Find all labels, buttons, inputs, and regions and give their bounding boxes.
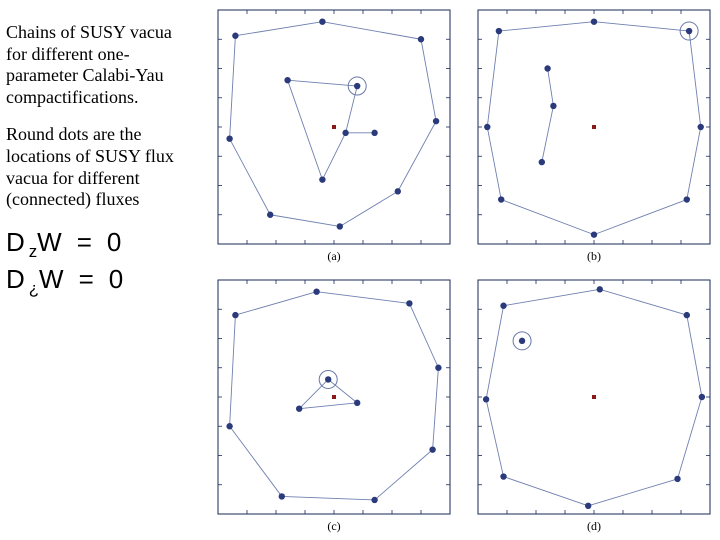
- conifold-point: [592, 125, 596, 129]
- vacuum-dot: [519, 338, 525, 344]
- vacuum-dot: [325, 376, 331, 382]
- paragraph-1: Chains of SUSY vacua for different one-p…: [6, 22, 196, 108]
- vacuum-dot: [354, 83, 360, 89]
- plots-svg: (a) (b) (c) (d): [200, 0, 720, 540]
- equation-1: DzW = 0: [6, 227, 196, 262]
- vacuum-dot: [498, 196, 504, 202]
- eq1-rest: W = 0: [37, 227, 125, 257]
- equations: DzW = 0 D¿W = 0: [6, 227, 196, 299]
- vacuum-dot: [591, 231, 597, 237]
- vacuum-dot: [284, 77, 290, 83]
- panel-b: (b): [478, 10, 710, 263]
- description-column: Chains of SUSY vacua for different one-p…: [6, 22, 196, 299]
- conifold-point: [592, 395, 596, 399]
- vacuum-dot: [418, 36, 424, 42]
- eq1-d: D: [6, 227, 29, 257]
- eq2-sub: ¿: [29, 279, 39, 298]
- vacuum-dot: [539, 159, 545, 165]
- vacuum-dot: [337, 223, 343, 229]
- equation-2: D¿W = 0: [6, 264, 196, 299]
- vacuum-dot: [342, 130, 348, 136]
- conifold-point: [332, 395, 336, 399]
- vacuum-dot: [500, 303, 506, 309]
- vacuum-dot: [429, 446, 435, 452]
- panel-label-a: (a): [327, 249, 340, 263]
- eq2-d: D: [6, 264, 29, 294]
- vacuum-dot: [684, 196, 690, 202]
- vacuum-dot: [319, 176, 325, 182]
- panel-c: (c): [218, 280, 450, 533]
- panel-d: (d): [478, 280, 710, 533]
- eq1-sub: z: [29, 242, 37, 261]
- panel-label-d: (d): [587, 519, 601, 533]
- vacuum-dot: [371, 497, 377, 503]
- vacuum-dot: [500, 473, 506, 479]
- vacuum-dot: [406, 300, 412, 306]
- vacuum-dot: [371, 130, 377, 136]
- vacuum-dot: [544, 65, 550, 71]
- vacuum-dot: [232, 33, 238, 39]
- vacuum-dot: [698, 124, 704, 130]
- vacuum-dot: [232, 312, 238, 318]
- vacuum-dot: [591, 19, 597, 25]
- vacuum-dot: [395, 188, 401, 194]
- vacuum-dot: [684, 312, 690, 318]
- vacuum-dot: [674, 476, 680, 482]
- vacuum-dot: [319, 19, 325, 25]
- vacuum-dot: [496, 28, 502, 34]
- paragraph-2: Round dots are the locations of SUSY flu…: [6, 124, 196, 210]
- vacuum-dot: [435, 365, 441, 371]
- vacuum-dot: [483, 396, 489, 402]
- vacuum-dot: [585, 503, 591, 509]
- vacuum-dot: [699, 394, 705, 400]
- eq2-rest: W = 0: [39, 264, 127, 294]
- vacuum-dot: [433, 118, 439, 124]
- vacuum-dot: [597, 286, 603, 292]
- vacuum-dot: [226, 136, 232, 142]
- conifold-point: [332, 125, 336, 129]
- vacuum-dot: [550, 103, 556, 109]
- panel-label-b: (b): [587, 249, 601, 263]
- vacuum-dot: [354, 400, 360, 406]
- panel-label-c: (c): [327, 519, 340, 533]
- vacuum-dot: [686, 28, 692, 34]
- plots-grid: (a) (b) (c) (d): [200, 0, 720, 540]
- vacuum-dot: [313, 289, 319, 295]
- panel-a: (a): [218, 10, 450, 263]
- vacuum-dot: [267, 212, 273, 218]
- vacuum-dot: [226, 423, 232, 429]
- vacuum-dot: [279, 493, 285, 499]
- vacuum-dot: [296, 406, 302, 412]
- vacuum-dot: [484, 124, 490, 130]
